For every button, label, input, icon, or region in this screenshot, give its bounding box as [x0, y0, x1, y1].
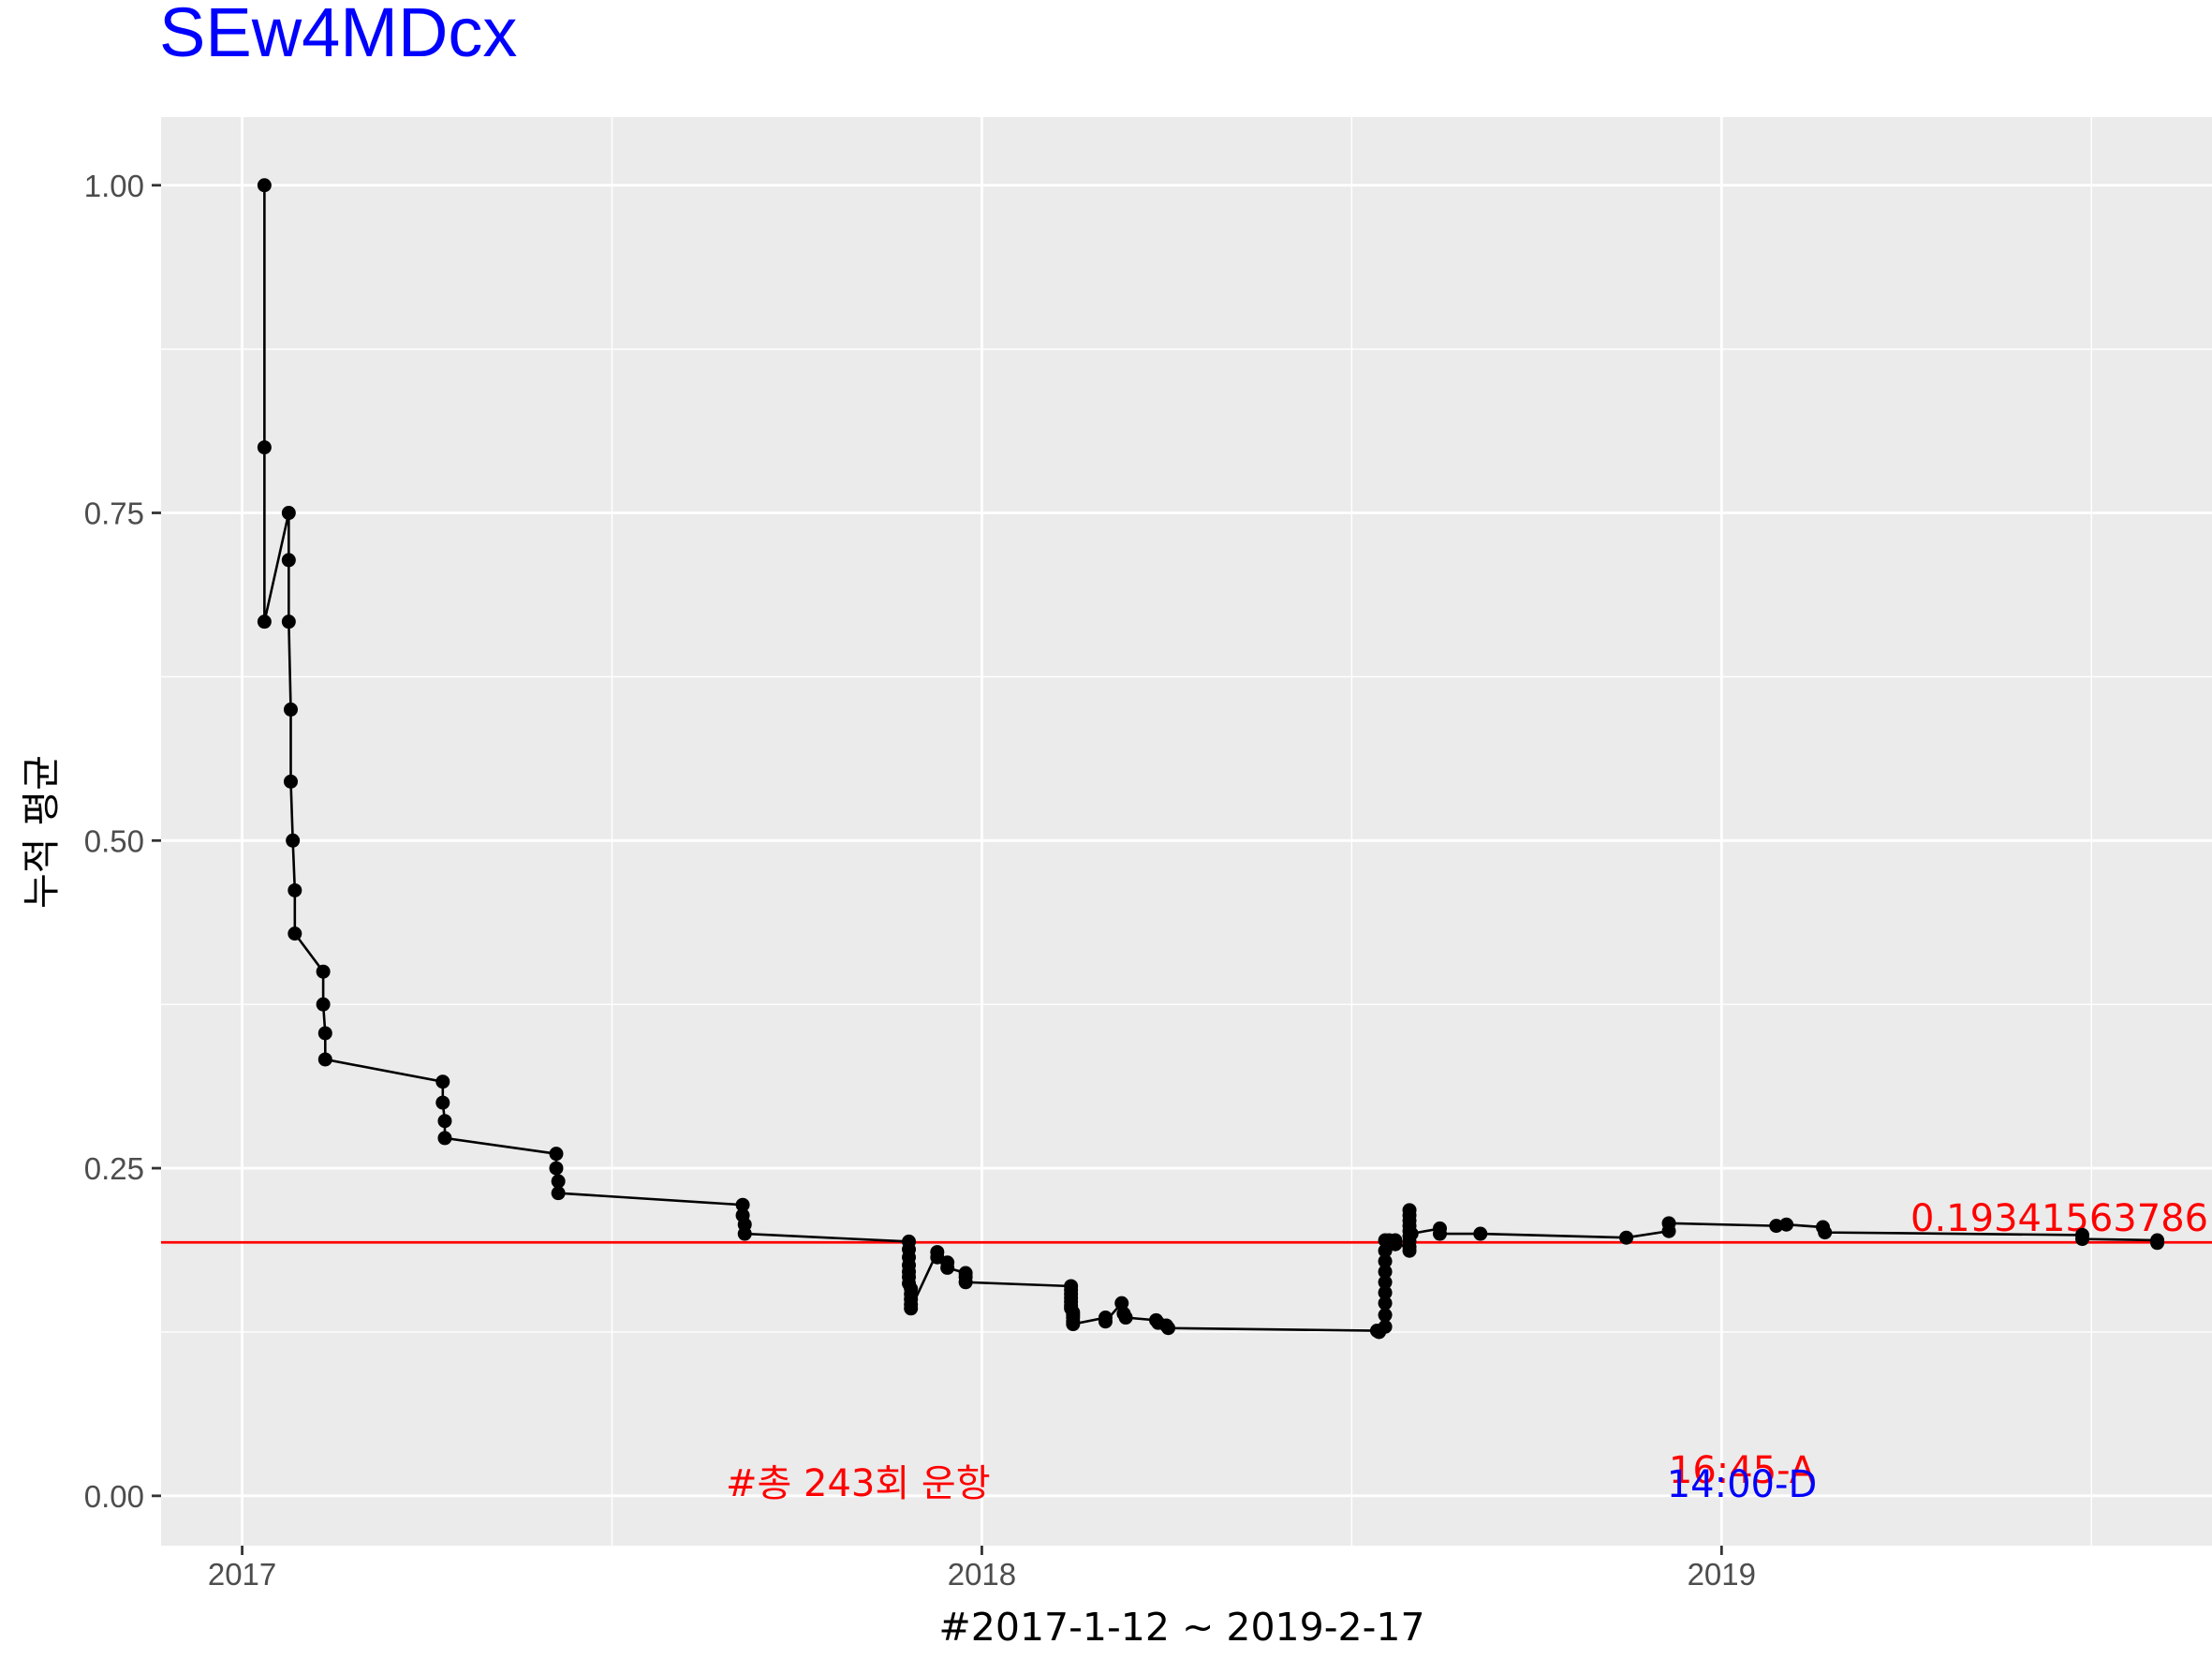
- major-gridlines: [161, 117, 2212, 1546]
- data-point: [288, 882, 302, 897]
- data-point: [737, 1226, 752, 1241]
- data-point: [1388, 1233, 1403, 1248]
- data-point: [257, 615, 272, 630]
- data-point: [281, 615, 296, 630]
- data-point: [1378, 1265, 1393, 1280]
- data-point: [1114, 1296, 1129, 1311]
- data-point: [1098, 1314, 1113, 1329]
- data-point: [1378, 1285, 1393, 1300]
- y-tick-label: 0.75: [84, 496, 144, 531]
- data-point: [317, 1052, 332, 1067]
- data-point: [1779, 1217, 1794, 1232]
- data-point: [437, 1114, 452, 1129]
- data-point: [2150, 1236, 2165, 1251]
- y-tick-label: 0.25: [84, 1151, 144, 1186]
- data-point: [316, 964, 331, 979]
- annotation-text: #총 243회 운항: [726, 1462, 991, 1505]
- plot-panel: [161, 117, 2212, 1546]
- data-point: [940, 1260, 955, 1275]
- data-point: [1066, 1317, 1081, 1332]
- data-point: [1378, 1253, 1393, 1268]
- x-tick-label: 2018: [948, 1557, 1016, 1592]
- data-point: [1818, 1225, 1833, 1240]
- chart-title: SEw4MDcx: [159, 0, 517, 71]
- data-point: [2075, 1232, 2090, 1247]
- y-tick-label: 0.50: [84, 823, 144, 858]
- data-point: [283, 702, 298, 717]
- data-point: [549, 1147, 564, 1162]
- data-point: [317, 1026, 332, 1041]
- data-point: [551, 1174, 566, 1189]
- data-point: [958, 1275, 973, 1290]
- data-point: [257, 178, 272, 193]
- data-point: [551, 1186, 566, 1201]
- data-point: [1433, 1226, 1448, 1241]
- x-axis-title: #2017-1-12 ~ 2019-2-17: [938, 1605, 1424, 1650]
- data-point: [1378, 1308, 1393, 1323]
- x-axis: 2017 2018 2019: [208, 1546, 1756, 1592]
- data-point: [735, 1197, 750, 1212]
- x-tick-label: 2019: [1688, 1557, 1756, 1592]
- minor-gridlines: [161, 117, 2212, 1546]
- data-point: [288, 926, 302, 941]
- data-point: [283, 774, 298, 789]
- data-point: [281, 506, 296, 521]
- data-point: [549, 1161, 564, 1176]
- annotation-text: 14:00-D: [1667, 1463, 1818, 1506]
- data-point: [1378, 1296, 1393, 1311]
- y-axis-title: 누적 평균: [19, 755, 64, 909]
- data-point: [1661, 1216, 1676, 1231]
- data-point: [1118, 1311, 1133, 1326]
- series-layer: [257, 178, 2165, 1340]
- annotation-text: 16:45-A: [1669, 1449, 1816, 1492]
- data-point: [1404, 1226, 1419, 1241]
- data-point: [904, 1301, 919, 1316]
- data-point: [1378, 1275, 1393, 1290]
- data-point: [1402, 1203, 1417, 1218]
- data-point: [435, 1074, 450, 1089]
- mean-line-layer: 0.19341563786: [161, 1197, 2212, 1244]
- data-point: [435, 1095, 450, 1110]
- data-point: [257, 440, 272, 455]
- y-tick-label: 0.00: [84, 1479, 144, 1514]
- data-point: [437, 1131, 452, 1146]
- data-point: [316, 997, 331, 1012]
- y-tick-label: 1.00: [84, 169, 144, 203]
- data-point: [1378, 1319, 1393, 1334]
- data-point: [281, 553, 296, 568]
- annotation-layer: #총 243회 운항 16:45-A14:00-D: [726, 1449, 1817, 1506]
- data-point: [1619, 1230, 1634, 1245]
- data-point: [1473, 1226, 1488, 1241]
- y-axis: 0.00 0.25 0.50 0.75 1.00: [84, 169, 161, 1514]
- data-point: [286, 833, 301, 848]
- x-tick-label: 2017: [208, 1557, 276, 1592]
- data-point: [1161, 1321, 1176, 1336]
